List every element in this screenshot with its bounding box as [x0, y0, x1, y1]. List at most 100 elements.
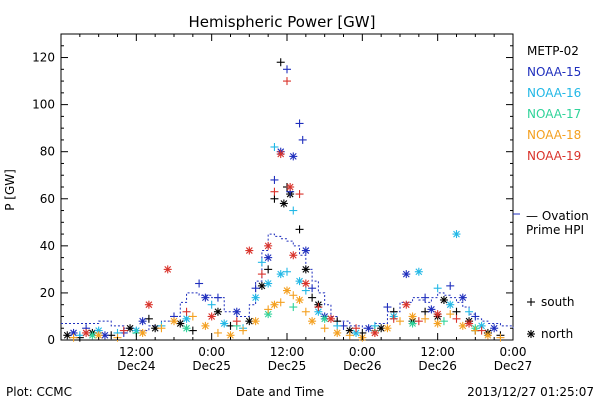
point-noaa-18 — [301, 307, 310, 316]
point-noaa-18 — [188, 312, 197, 321]
point-noaa-16 — [465, 307, 474, 316]
point-noaa-15 — [270, 175, 279, 184]
point-noaa-15 — [289, 152, 298, 161]
point-stroke — [478, 322, 486, 330]
point-stroke — [139, 329, 147, 337]
point-stroke — [264, 254, 272, 262]
timestamp: 2013/12/27 01:25:07 — [467, 385, 594, 399]
point-stroke — [258, 282, 266, 290]
point-stroke — [377, 324, 385, 332]
point-noaa-18 — [320, 324, 329, 333]
point-noaa-19 — [163, 265, 172, 274]
point-stroke — [101, 331, 109, 339]
point-noaa-18 — [69, 333, 78, 342]
point-stroke — [264, 310, 272, 318]
point-metp-02 — [301, 265, 310, 274]
point-noaa-15 — [490, 324, 499, 333]
legend-item-metp-02: METP-02 — [527, 44, 579, 58]
point-stroke — [70, 329, 77, 337]
point-noaa-18 — [496, 333, 505, 342]
point-noaa-18 — [446, 310, 455, 319]
point-noaa-18 — [308, 317, 317, 326]
point-metp-02 — [439, 295, 448, 304]
point-stroke — [296, 277, 303, 285]
x-tick-time: 12:00 — [420, 345, 455, 359]
point-stroke — [245, 317, 253, 325]
plot-credit: Plot: CCMC — [6, 385, 72, 399]
point-stroke — [264, 242, 272, 250]
point-stroke — [302, 280, 310, 287]
legend: METP-02 NOAA-15 NOAA-16 NOAA-17 NOAA-18 NOAA-… — [513, 44, 581, 341]
point-stroke — [139, 317, 147, 325]
point-noaa-15 — [298, 135, 307, 144]
point-noaa-19 — [276, 150, 285, 159]
point-metp-02 — [188, 326, 197, 335]
point-stroke — [409, 320, 416, 327]
point-stroke — [151, 324, 159, 332]
point-stroke — [252, 317, 260, 325]
point-stroke — [201, 294, 209, 302]
point-stroke — [459, 322, 467, 330]
point-stroke — [183, 315, 190, 323]
point-stroke — [434, 320, 442, 327]
y-tick-label: 0 — [47, 333, 55, 347]
point-noaa-15 — [251, 284, 260, 293]
point-noaa-16 — [182, 314, 191, 323]
y-tick-label: 100 — [32, 98, 55, 112]
point-noaa-19 — [314, 303, 323, 312]
point-stroke — [434, 310, 442, 318]
marker-stroke — [527, 330, 535, 338]
point-noaa-19 — [452, 314, 461, 323]
point-noaa-16 — [452, 230, 461, 239]
x-tick-time: 12:00 — [270, 345, 305, 359]
point-stroke — [277, 270, 285, 278]
point-stroke — [271, 301, 278, 309]
point-noaa-18 — [458, 321, 467, 330]
point-noaa-15 — [201, 293, 210, 302]
point-stroke — [327, 315, 335, 323]
point-noaa-16 — [257, 258, 266, 267]
point-noaa-19 — [402, 300, 411, 309]
x-tick-time: 0:00 — [349, 345, 376, 359]
point-stroke — [352, 329, 360, 337]
point-noaa-15 — [195, 279, 204, 288]
point-noaa-19 — [257, 270, 266, 279]
point-stroke — [314, 308, 322, 316]
marker-legend-label-north: north — [541, 327, 573, 341]
point-metp-02 — [421, 307, 430, 316]
point-noaa-15 — [383, 303, 392, 312]
point-noaa-16 — [289, 206, 298, 215]
point-noaa-15 — [421, 293, 430, 302]
y-tick-label: 60 — [40, 192, 55, 206]
point-stroke — [302, 247, 310, 254]
x-tick-time: 12:00 — [119, 345, 154, 359]
point-noaa-17 — [439, 317, 448, 326]
point-noaa-15 — [138, 317, 147, 326]
point-noaa-18 — [396, 317, 404, 326]
point-noaa-19 — [283, 77, 291, 86]
point-noaa-19 — [433, 310, 442, 319]
ovation-legend-label: — Ovation — [526, 209, 589, 223]
x-tick-date: Dec26 — [418, 359, 457, 373]
point-noaa-19 — [207, 312, 216, 321]
point-noaa-18 — [138, 328, 147, 337]
point-noaa-15 — [295, 119, 304, 128]
point-stroke — [164, 265, 172, 273]
point-noaa-19 — [119, 326, 128, 335]
point-metp-02 — [308, 293, 317, 302]
point-stroke — [264, 280, 272, 287]
point-noaa-16 — [270, 142, 279, 151]
point-metp-02 — [245, 317, 254, 326]
point-stroke — [384, 324, 391, 332]
point-stroke — [88, 331, 96, 339]
point-noaa-18 — [333, 328, 342, 337]
chart-title: Hemispheric Power [GW] — [189, 13, 376, 31]
point-stroke — [333, 329, 341, 337]
point-stroke — [346, 327, 354, 334]
point-noaa-15 — [308, 284, 317, 293]
point-noaa-15 — [446, 281, 455, 290]
point-stroke — [371, 329, 379, 337]
point-noaa-19 — [264, 241, 273, 250]
marker-legend-symbol-north — [527, 330, 535, 338]
x-tick-time: 0:00 — [500, 345, 527, 359]
